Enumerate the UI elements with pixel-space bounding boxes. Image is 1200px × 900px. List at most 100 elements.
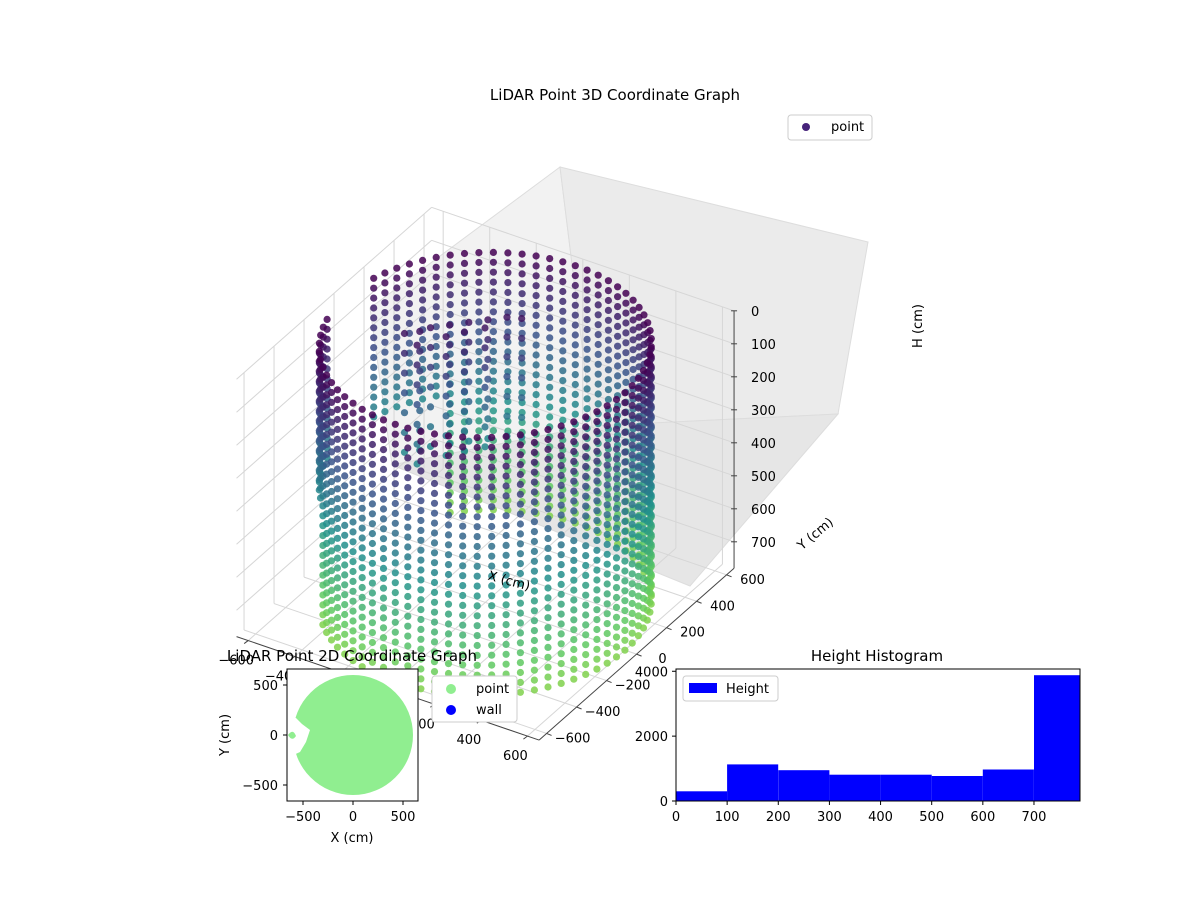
cloud-point	[475, 268, 483, 276]
cloud-point	[593, 418, 601, 426]
cloud-point	[502, 640, 510, 649]
tick-label-z-3d: 700	[751, 536, 776, 551]
cloud-point	[518, 260, 526, 268]
cloud-point	[327, 507, 336, 515]
cloud-point	[349, 478, 357, 486]
cloud-point	[381, 408, 389, 416]
cloud-point	[333, 564, 342, 572]
cloud-point	[488, 522, 496, 531]
cloud-point	[603, 530, 611, 539]
cloud-point	[381, 398, 389, 406]
cloud-point	[358, 554, 366, 562]
cloud-point	[405, 309, 413, 318]
cloud-point	[391, 499, 399, 508]
cloud-point	[404, 632, 412, 640]
tick-label-x-hist: 200	[766, 810, 791, 825]
cloud-point	[404, 533, 412, 541]
cloud-point	[622, 368, 630, 377]
point-cloud-3d	[315, 248, 655, 699]
cloud-point	[404, 543, 412, 551]
cloud-point	[489, 308, 497, 316]
cloud-point	[465, 437, 473, 445]
cloud-point	[417, 645, 425, 653]
cloud-point	[614, 362, 622, 370]
cloud-point	[516, 668, 525, 677]
cloud-point	[404, 592, 412, 601]
cloud-point	[582, 542, 590, 550]
cloud-point	[393, 393, 401, 401]
cloud-point	[413, 361, 421, 369]
cloud-point	[419, 256, 427, 264]
cloud-point	[530, 676, 539, 684]
cloud-point	[570, 546, 578, 555]
cloud-point	[557, 481, 565, 489]
cloud-point	[391, 598, 399, 607]
cloud-point	[444, 432, 453, 440]
histogram-bar	[931, 776, 983, 801]
cloud-point	[358, 425, 366, 433]
cloud-point	[379, 465, 388, 473]
cloud-point	[622, 378, 630, 386]
cloud-point	[393, 373, 401, 381]
cloud-point	[628, 540, 636, 548]
cloud-point	[333, 495, 342, 503]
cloud-point	[570, 497, 578, 505]
cloud-point	[544, 604, 552, 612]
cloud-point	[444, 630, 453, 638]
cloud-point	[570, 467, 578, 475]
tick-label-x-3d: 600	[503, 749, 528, 764]
cloud-point	[404, 662, 412, 670]
cloud-point	[628, 510, 636, 518]
cloud-point	[582, 552, 590, 560]
cloud-point	[621, 508, 629, 516]
cloud-point	[432, 263, 440, 271]
cloud-point	[400, 389, 409, 397]
cloud-point	[516, 520, 525, 528]
cloud-point	[333, 514, 342, 523]
cloud-point	[621, 547, 629, 555]
cloud-point	[614, 303, 622, 311]
cloud-point	[544, 465, 552, 473]
cloud-point	[416, 387, 424, 395]
cloud-point	[628, 382, 636, 390]
cloud-point	[634, 602, 643, 610]
cloud-point	[489, 357, 497, 365]
cloud-point	[391, 549, 399, 557]
cloud-point	[502, 660, 510, 668]
cloud-point	[582, 571, 590, 580]
cloud-point	[417, 497, 425, 505]
cloud-point	[475, 328, 483, 336]
cloud-point	[442, 333, 450, 341]
cloud-point	[593, 625, 601, 634]
cloud-point	[368, 421, 376, 429]
cloud-point	[488, 532, 496, 541]
cloud-point	[400, 409, 409, 417]
tick-y-3d	[576, 706, 582, 710]
cloud-point	[502, 611, 510, 619]
cloud-point	[532, 341, 540, 349]
cloud-point	[481, 383, 489, 391]
cloud-point	[473, 523, 481, 531]
cloud-point	[582, 651, 590, 659]
cloud-point	[628, 461, 636, 469]
cloud-point	[582, 413, 590, 421]
cloud-point	[612, 593, 621, 602]
cloud-point	[416, 367, 424, 375]
cloud-point	[358, 514, 366, 522]
cloud-point	[473, 443, 481, 452]
cloud-point	[571, 361, 579, 369]
cloud-point	[516, 540, 525, 548]
cloud-point	[530, 636, 539, 645]
cloud-point	[327, 586, 336, 595]
cloud-point	[473, 622, 481, 630]
cloud-point	[628, 401, 636, 410]
cloud-point	[504, 279, 512, 287]
cloud-point	[594, 271, 602, 279]
cloud-point	[444, 521, 453, 529]
cloud-point	[419, 296, 427, 304]
cloud-point	[518, 290, 526, 298]
cloud-point	[582, 601, 590, 609]
cloud-point	[417, 477, 425, 485]
cloud-point	[432, 372, 440, 380]
cloud-point	[544, 544, 552, 553]
